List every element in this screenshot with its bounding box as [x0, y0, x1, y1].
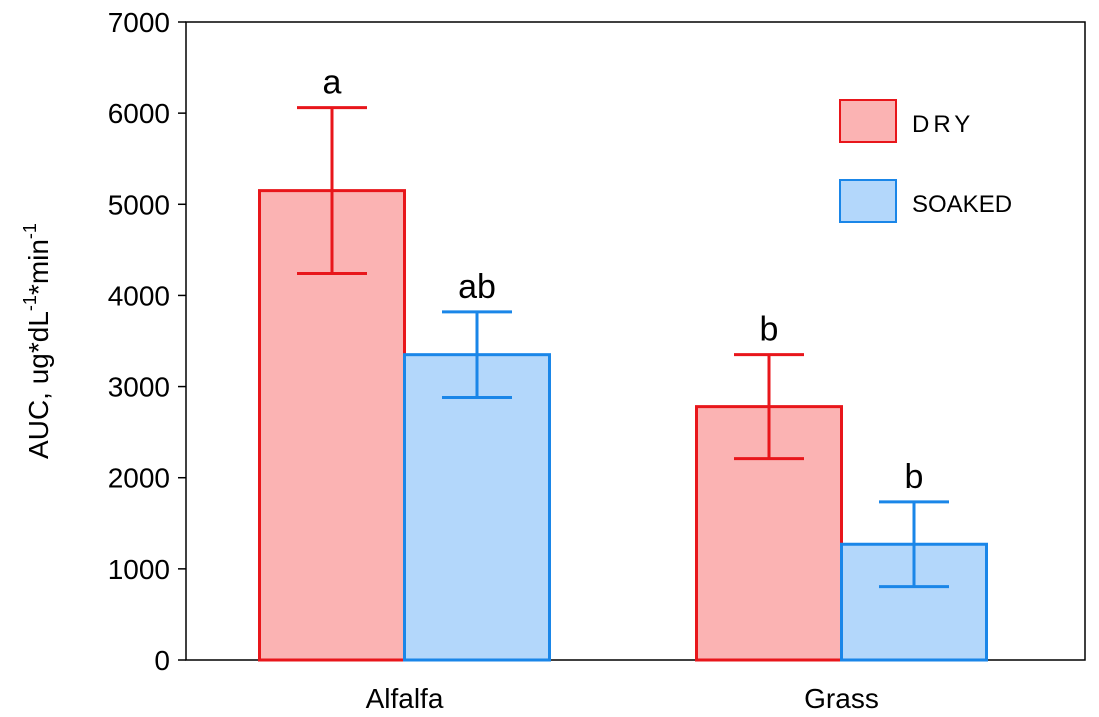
- significance-label: b: [905, 458, 924, 496]
- legend-swatch: [839, 99, 897, 143]
- error-bar: [297, 106, 367, 276]
- y-tick-label: 3000: [108, 372, 170, 403]
- error-bar: [879, 500, 949, 589]
- y-axis-label-sup: -1: [20, 223, 40, 239]
- x-tick-label: Alfalfa: [366, 683, 444, 714]
- error-bar: [734, 353, 804, 461]
- x-tick-label: Grass: [804, 683, 879, 714]
- legend-label: DRY: [912, 111, 974, 138]
- y-axis-label-part: *min: [23, 239, 54, 295]
- legend-label: SOAKED: [912, 191, 1012, 218]
- significance-label: a: [323, 64, 342, 102]
- y-tick-label: 5000: [108, 189, 170, 220]
- y-axis-label: AUC, ug*dL-1*min-1: [20, 223, 54, 459]
- y-tick-label: 4000: [108, 280, 170, 311]
- y-tick-label: 2000: [108, 463, 170, 494]
- y-axis-label-part: AUC, ug*dL: [23, 311, 54, 459]
- bar: [403, 353, 551, 662]
- y-tick-label: 1000: [108, 554, 170, 585]
- legend-swatch: [839, 179, 897, 223]
- significance-label: ab: [458, 268, 496, 306]
- bar: [258, 189, 406, 662]
- y-tick-label: 6000: [108, 98, 170, 129]
- y-tick-label: 0: [154, 645, 170, 676]
- plot-frame: [185, 21, 1086, 661]
- y-tick-label: 7000: [108, 7, 170, 38]
- error-bar: [442, 310, 512, 400]
- y-axis-label-sup: -1: [20, 295, 40, 311]
- significance-label: b: [760, 311, 779, 349]
